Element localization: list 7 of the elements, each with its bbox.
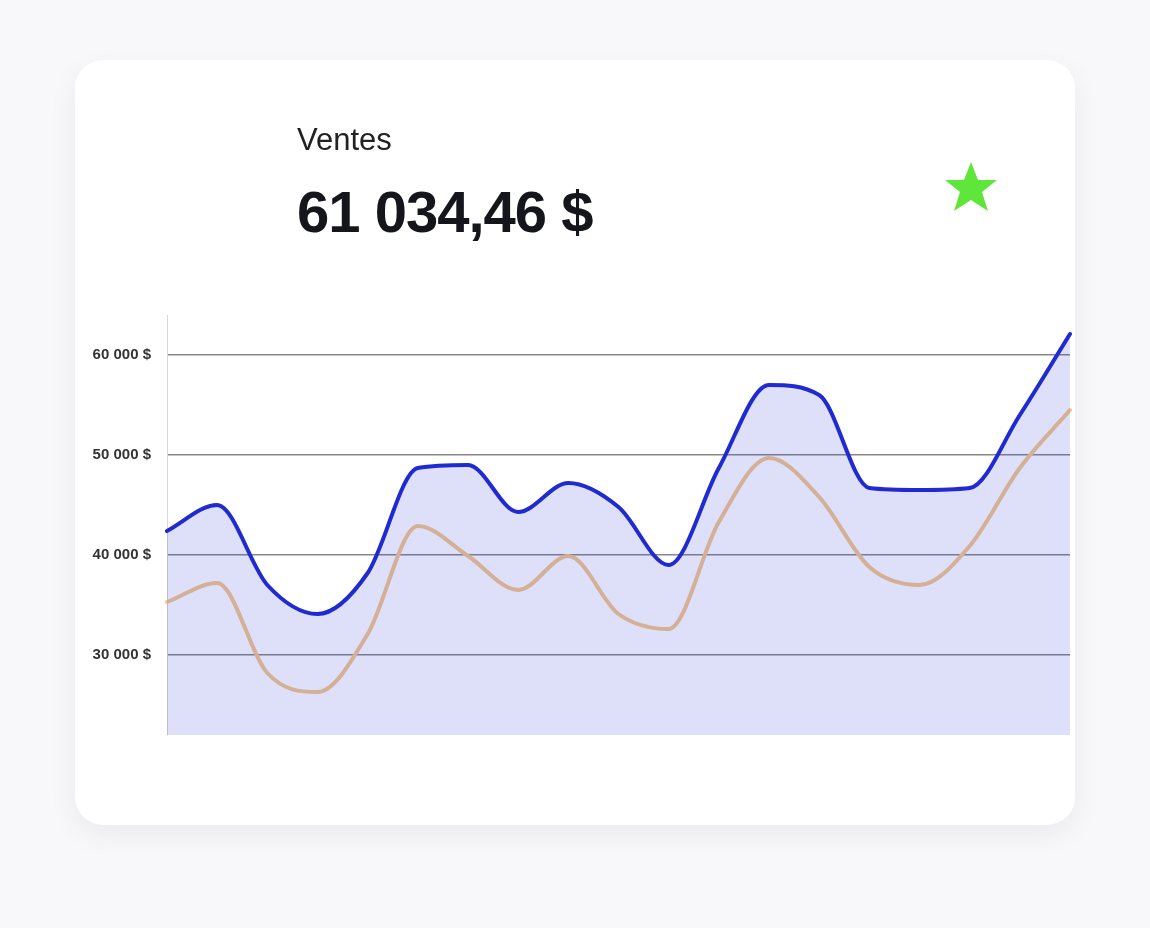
y-tick-label: 30 000 $ — [92, 645, 152, 663]
chart-subtitle: 61 034,46 $ — [297, 178, 593, 245]
y-tick-label: 50 000 $ — [92, 445, 152, 463]
chart-title: Ventes — [297, 122, 392, 158]
y-tick-label: 60 000 $ — [92, 345, 152, 363]
y-tick-label: 40 000 $ — [92, 545, 152, 563]
line-series — [165, 408, 1072, 694]
